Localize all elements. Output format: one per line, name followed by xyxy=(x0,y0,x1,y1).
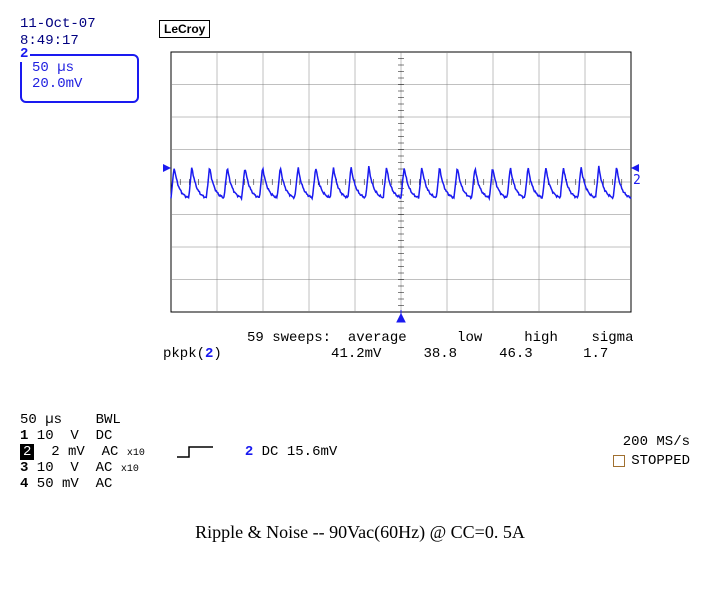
volt-per-div: 20.0mV xyxy=(32,76,127,93)
dc-measure: 2 DC 15.6mV xyxy=(245,444,337,460)
channel-info-box: 2 50 µs 20.0mV xyxy=(20,54,139,104)
time: 8:49:17 xyxy=(20,33,139,50)
right-status: 200 MS/s STOPPED xyxy=(613,433,700,472)
stop-icon xyxy=(613,455,625,467)
dc-measure-ch: 2 xyxy=(245,444,253,460)
figure-caption: Ripple & Noise -- 90Vac(60Hz) @ CC=0. 5A xyxy=(20,522,700,543)
datetime: 11-Oct-07 8:49:17 xyxy=(20,16,139,50)
channel-table: 50 µs BWL 1 10 V DC 2 2 mV AC x10 3 10 V… xyxy=(20,412,145,492)
coupling-icon xyxy=(175,442,215,462)
left-col: 11-Oct-07 8:49:17 2 50 µs 20.0mV xyxy=(20,20,139,103)
bottom-panel: 50 µs BWL 1 10 V DC 2 2 mV AC x10 3 10 V… xyxy=(20,412,700,492)
measurement-stats: 59 sweeps: average low high sigma pkpk(2… xyxy=(163,330,643,362)
channel-number: 2 xyxy=(18,46,30,63)
timebase-line: 50 µs BWL xyxy=(20,412,145,428)
brand-label: LeCroy xyxy=(159,20,210,38)
run-state: STOPPED xyxy=(613,452,690,472)
oscilloscope-grid: 2 xyxy=(159,40,643,324)
svg-text:2: 2 xyxy=(633,173,641,188)
date: 11-Oct-07 xyxy=(20,16,139,33)
time-per-div: 50 µs xyxy=(32,60,127,77)
sample-rate: 200 MS/s xyxy=(613,433,690,453)
scope-area: LeCroy 2 59 sweeps: average low high sig… xyxy=(159,20,643,362)
header: 11-Oct-07 8:49:17 2 50 µs 20.0mV LeCroy … xyxy=(20,20,700,362)
dc-measure-text: DC 15.6mV xyxy=(262,444,338,460)
